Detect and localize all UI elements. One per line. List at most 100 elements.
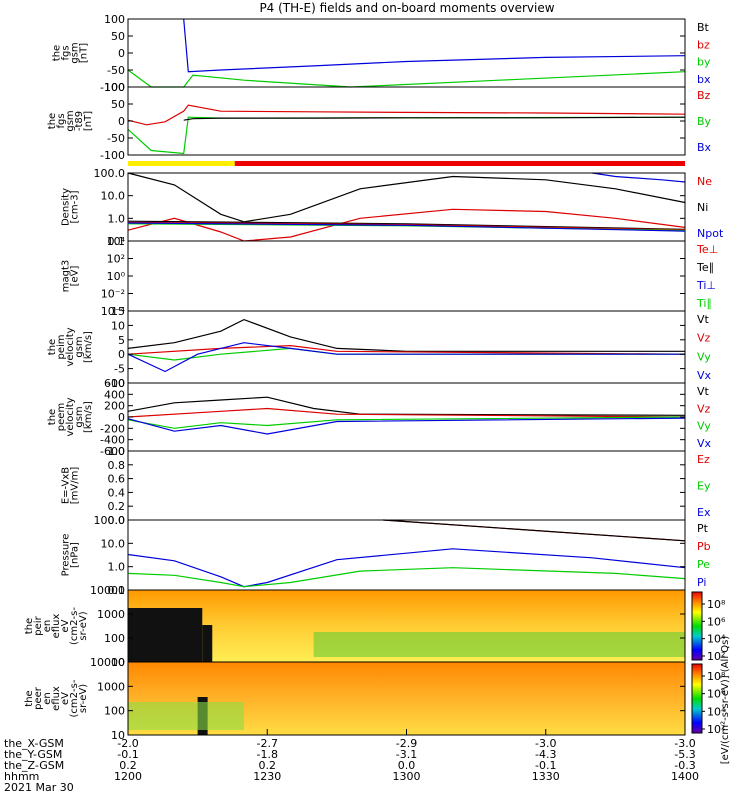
y-tick-label: -5 — [114, 363, 125, 376]
series-by — [127, 69, 686, 88]
series-Vt — [127, 396, 686, 416]
legend-entry: Bx — [697, 141, 712, 154]
time-axis-value: -0.3 — [674, 759, 695, 772]
y-axis-label-line: en — [42, 692, 53, 705]
time-axis-value: -4.3 — [535, 748, 556, 761]
y-axis-label-line: [cm-3] — [70, 190, 81, 223]
legend-entry: Ni — [697, 201, 708, 214]
y-tick-label: 100 — [104, 632, 125, 645]
y-tick-label: 10.0 — [101, 537, 126, 550]
y-tick-label: 0 — [118, 348, 125, 361]
y-tick-label: 0 — [118, 411, 125, 424]
time-axis-value: 1200 — [114, 770, 142, 783]
y-tick-label: 0.1 — [108, 584, 126, 597]
y-axis-label: magt3[eV] — [61, 260, 81, 293]
time-axis-value: -0.1 — [117, 748, 138, 761]
y-tick-label: 0.6 — [108, 473, 126, 486]
y-axis-label-line: the — [47, 409, 58, 425]
y-tick-label: -200 — [100, 422, 125, 435]
y-axis-label: Density[cm-3] — [61, 188, 81, 226]
y-tick-label: 100.0 — [94, 514, 126, 527]
y-tick-label: 10² — [107, 253, 125, 266]
availability-bar-yellow — [128, 161, 235, 166]
y-axis-label-line: velocity — [65, 327, 76, 366]
y-axis-label-line: gsm — [65, 110, 76, 131]
legend-entry: Vz — [697, 402, 711, 415]
time-axis-value: -3.1 — [396, 748, 417, 761]
y-tick-label: 10000 — [90, 656, 125, 669]
y-tick-label: -50 — [107, 132, 125, 145]
y-axis-label-line: sr-eV) — [78, 684, 89, 713]
availability-bar-red — [234, 161, 685, 166]
colorbar-tick-label: 10² — [707, 723, 725, 736]
legend-entry: Vy — [697, 350, 711, 363]
panel-frame — [127, 240, 686, 312]
legend-entry: Vy — [697, 420, 711, 433]
y-axis-label-line: peir — [33, 615, 44, 635]
y-axis-label-line: (cm2-s- — [69, 607, 80, 645]
series-Pi — [127, 548, 686, 588]
y-axis-label-line: [km/s] — [83, 331, 94, 363]
y-axis-label-line: Pressure — [61, 534, 72, 577]
time-axis-row-label: hhmm — [4, 770, 39, 783]
series-Vz — [127, 344, 686, 355]
y-axis-label-line: gsm — [70, 42, 81, 63]
y-axis-label-line: (cm2-s- — [69, 679, 80, 717]
y-tick-label: 1000 — [97, 680, 125, 693]
y-tick-label: 200 — [104, 400, 125, 413]
y-axis-label-line: eflux — [51, 686, 62, 711]
y-axis-label-line: [nT] — [83, 111, 94, 131]
time-axis-value: -2.0 — [117, 737, 138, 750]
panel-10: 10⁸ 10⁶ 10⁴ 10² 10000 1000 100 10 thepeereneflux… — [24, 656, 726, 742]
colorbar-label: [eV/(cm²-s-sr-eV)] (All Qs) — [720, 636, 731, 765]
y-tick-label: 0 — [118, 115, 125, 128]
panel-3: 100.0 10.0 1.0 0.1 Density[cm-3] Ne Ni Npot — [61, 167, 724, 248]
y-axis-label: E=-VxB[mV/m] — [61, 467, 81, 505]
series-bx — [183, 18, 686, 73]
time-axis-value: -1.8 — [257, 748, 278, 761]
y-axis-label: Pressure[nPa] — [61, 534, 81, 577]
y-tick-label: 10 — [111, 656, 125, 669]
y-tick-label: 0.2 — [108, 500, 126, 513]
time-axis-value: 1300 — [393, 770, 421, 783]
y-tick-label: 0.8 — [108, 459, 126, 472]
legend-entry: Pe — [697, 558, 710, 571]
time-axis-value: 0.2 — [259, 759, 277, 772]
y-axis-label-line: velocity — [65, 397, 76, 436]
series-Vy — [127, 416, 686, 429]
y-tick-label: 100 — [104, 13, 125, 26]
y-axis-label-line: peim — [56, 334, 67, 359]
legend-entry: bx — [697, 73, 711, 86]
colorbar-tick-label: 10⁴ — [707, 633, 726, 646]
time-axis-value: -5.3 — [674, 748, 695, 761]
spectrogram-low-energy-band — [128, 702, 245, 730]
series-Pt — [383, 519, 686, 542]
series-Npot — [592, 172, 686, 183]
colorbar-tick-label: 10⁶ — [707, 615, 726, 628]
y-axis-label-line: Density — [61, 188, 72, 226]
y-axis-label-line: -t89 — [74, 111, 85, 131]
y-tick-label: -400 — [100, 434, 125, 447]
legend-entry: Vz — [697, 332, 711, 345]
y-axis-label-line: [eV] — [70, 266, 81, 287]
y-axis-label-line: gsm — [74, 406, 85, 427]
legend-entry: Ti∥ — [696, 297, 712, 310]
y-tick-label: 50 — [111, 98, 125, 111]
y-axis-label-line: E=-VxB — [61, 467, 72, 504]
panel-frame — [127, 382, 686, 452]
y-tick-label: 10000 — [90, 584, 125, 597]
y-tick-label: 10⁻² — [101, 288, 125, 301]
series-Bx — [183, 116, 686, 121]
time-axis-value: 1330 — [532, 770, 560, 783]
y-tick-label: 15 — [111, 305, 125, 318]
y-tick-label: 0.0 — [108, 514, 126, 527]
y-tick-label: 1.0 — [108, 561, 126, 574]
y-tick-label: 400 — [104, 388, 125, 401]
y-axis-label-line: [km/s] — [83, 401, 94, 433]
legend-entry: by — [697, 56, 711, 69]
legend-entry: Te∥ — [696, 261, 714, 274]
legend-entry: Ez — [697, 453, 710, 466]
